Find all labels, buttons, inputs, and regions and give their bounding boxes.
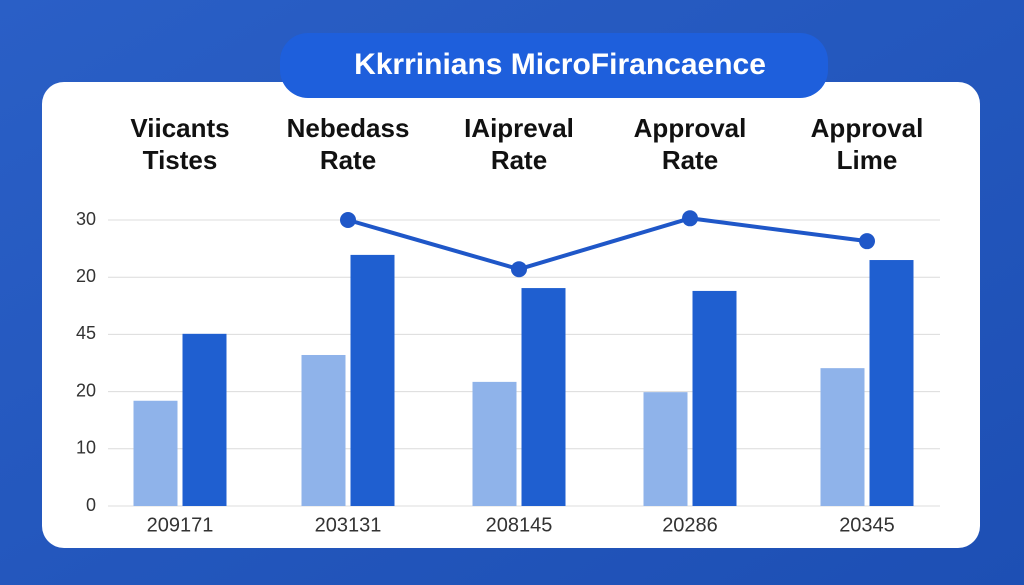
bar [521, 288, 566, 506]
y-tick-label: 0 [86, 495, 96, 515]
y-tick-label: 30 [76, 209, 96, 229]
x-tick-label: 20345 [839, 514, 895, 536]
y-tick-label: 20 [76, 380, 96, 400]
column-header: Rate [491, 145, 547, 175]
bar [472, 381, 517, 506]
line-point [340, 212, 356, 228]
bar [692, 290, 737, 506]
x-tick-label: 203131 [315, 514, 382, 536]
y-tick-label: 20 [76, 266, 96, 286]
column-header: Lime [837, 145, 898, 175]
title-pill [280, 33, 828, 98]
column-header: Tistes [143, 145, 218, 175]
bar [182, 333, 227, 506]
bar [643, 392, 688, 506]
card [42, 82, 980, 548]
column-header: IAipreval [464, 113, 574, 143]
x-tick-label: 209171 [147, 514, 214, 536]
bar [820, 368, 865, 506]
column-header: Approval [634, 113, 747, 143]
column-header: Approval [811, 113, 924, 143]
line-point [511, 261, 527, 278]
column-header: Nebedass [287, 113, 410, 143]
x-tick-label: 20286 [662, 514, 718, 536]
column-header: Viicants [130, 113, 229, 143]
bar [301, 354, 346, 506]
x-tick-label: 208145 [486, 514, 553, 536]
bar [350, 254, 395, 506]
column-header: Rate [320, 145, 376, 175]
y-tick-label: 45 [76, 323, 96, 343]
chart-title: Kkrrinians MicroFirancaence [354, 48, 766, 81]
y-tick-label: 10 [76, 438, 96, 458]
line [347, 216, 868, 272]
line-point [859, 233, 875, 250]
line-point [682, 210, 698, 227]
bar [133, 400, 178, 506]
bar [869, 260, 914, 506]
column-header: Rate [662, 145, 718, 175]
